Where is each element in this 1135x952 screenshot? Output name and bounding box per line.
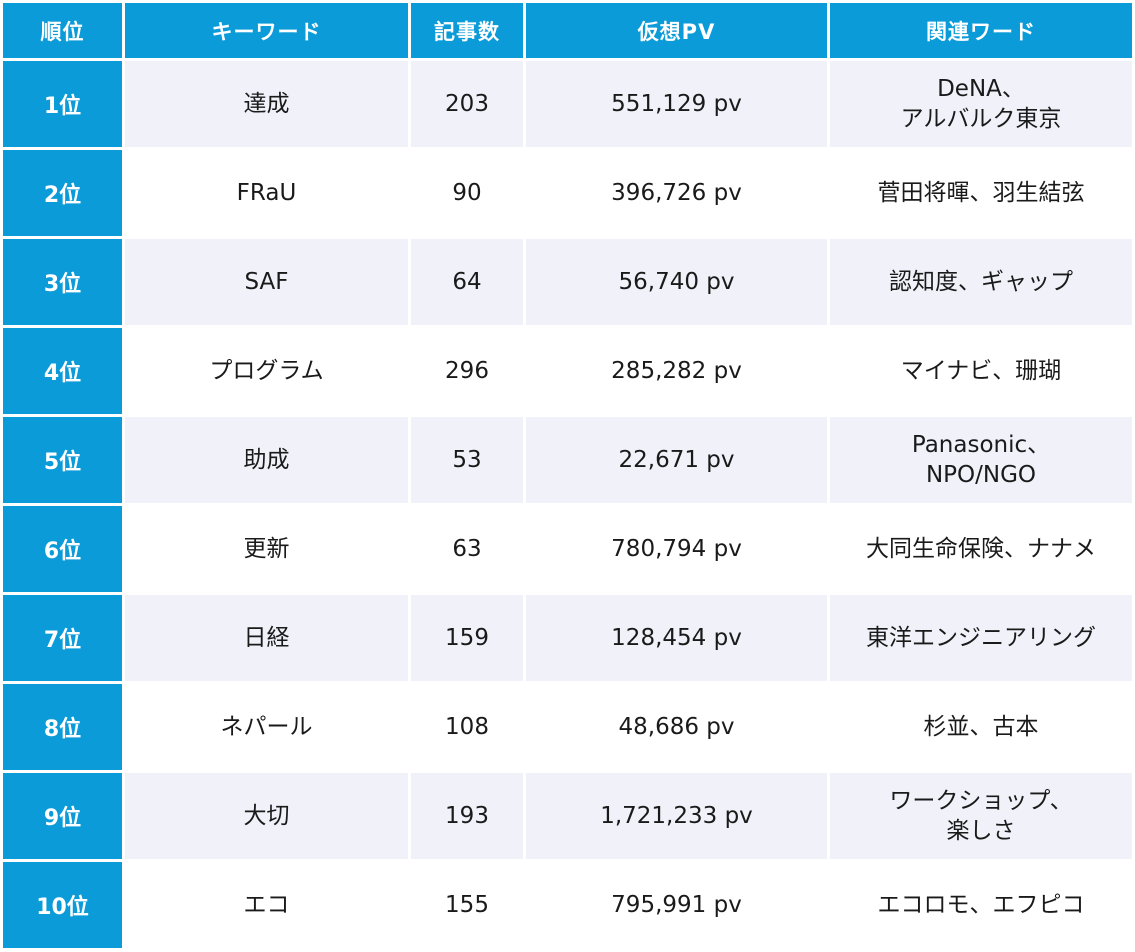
keyword-cell: 日経 (125, 595, 408, 681)
rank-cell: 9位 (3, 773, 122, 859)
keyword-cell: エコ (125, 862, 408, 948)
rank-cell: 10位 (3, 862, 122, 948)
pv-cell: 780,794 pv (526, 506, 827, 592)
rank-cell: 7位 (3, 595, 122, 681)
related-words-line: マイナビ、珊瑚 (900, 358, 1062, 384)
article-count-cell: 108 (411, 684, 523, 770)
pv-cell: 56,740 pv (526, 239, 827, 325)
related-words-cell: ワークショップ、 楽しさ (830, 773, 1132, 859)
article-count-cell: 64 (411, 239, 523, 325)
article-count-cell: 90 (411, 150, 523, 236)
related-words-line: ワークショップ、 (889, 788, 1073, 814)
rank-cell: 5位 (3, 417, 122, 503)
related-words-cell: 大同生命保険、ナナメ (830, 506, 1132, 592)
keyword-cell: 更新 (125, 506, 408, 592)
table-row: 3位 SAF 64 56,740 pv 認知度、ギャップ (3, 239, 1132, 325)
table-row: 9位 大切 193 1,721,233 pv ワークショップ、 楽しさ (3, 773, 1132, 859)
pv-cell: 22,671 pv (526, 417, 827, 503)
table-row: 6位 更新 63 780,794 pv 大同生命保険、ナナメ (3, 506, 1132, 592)
article-count-cell: 193 (411, 773, 523, 859)
article-count-cell: 63 (411, 506, 523, 592)
related-words-line: Panasonic、 (911, 432, 1051, 458)
column-header-rank: 順位 (3, 3, 122, 58)
related-words-cell: エコロモ、エフピコ (830, 862, 1132, 948)
table-row: 1位 達成 203 551,129 pv DeNA、 アルバルク東京 (3, 61, 1132, 147)
column-header-articles: 記事数 (411, 3, 523, 58)
related-words-cell: 東洋エンジニアリング (830, 595, 1132, 681)
pv-cell: 795,991 pv (526, 862, 827, 948)
column-header-pv: 仮想PV (526, 3, 827, 58)
keyword-cell: 大切 (125, 773, 408, 859)
article-count-cell: 159 (411, 595, 523, 681)
related-words-line: 大同生命保険、ナナメ (866, 536, 1096, 562)
rank-cell: 1位 (3, 61, 122, 147)
pv-cell: 551,129 pv (526, 61, 827, 147)
related-words-line: 認知度、ギャップ (889, 269, 1073, 295)
rank-cell: 2位 (3, 150, 122, 236)
rank-cell: 3位 (3, 239, 122, 325)
related-words-line: 楽しさ (946, 818, 1016, 844)
related-words-line: アルバルク東京 (900, 106, 1062, 132)
table-row: 8位 ネパール 108 48,686 pv 杉並、古本 (3, 684, 1132, 770)
related-words-cell: マイナビ、珊瑚 (830, 328, 1132, 414)
table-row: 2位 FRaU 90 396,726 pv 菅田将暉、羽生結弦 (3, 150, 1132, 236)
rank-cell: 8位 (3, 684, 122, 770)
pv-cell: 48,686 pv (526, 684, 827, 770)
related-words-cell: 認知度、ギャップ (830, 239, 1132, 325)
related-words-cell: Panasonic、 NPO/NGO (830, 417, 1132, 503)
table-body: 1位 達成 203 551,129 pv DeNA、 アルバルク東京 2位 FRaU 90 396… (3, 61, 1132, 948)
table-row: 4位 プログラム 296 285,282 pv マイナビ、珊瑚 (3, 328, 1132, 414)
pv-cell: 1,721,233 pv (526, 773, 827, 859)
keyword-cell: SAF (125, 239, 408, 325)
keyword-cell: 達成 (125, 61, 408, 147)
article-count-cell: 203 (411, 61, 523, 147)
table-row: 10位 エコ 155 795,991 pv エコロモ、エフピコ (3, 862, 1132, 948)
keyword-cell: FRaU (125, 150, 408, 236)
related-words-cell: DeNA、アルバルク東京 (830, 61, 1132, 147)
related-words-line: DeNA、 (937, 76, 1025, 102)
rank-cell: 6位 (3, 506, 122, 592)
related-words-line: NPO/NGO (925, 462, 1037, 488)
table-header-row: 順位 キーワード 記事数 仮想PV 関連ワード (3, 3, 1132, 58)
article-count-cell: 296 (411, 328, 523, 414)
article-count-cell: 155 (411, 862, 523, 948)
related-words-cell: 杉並、古本 (830, 684, 1132, 770)
pv-cell: 128,454 pv (526, 595, 827, 681)
related-words-cell: 菅田将暉、羽生結弦 (830, 150, 1132, 236)
related-words-line: 東洋エンジニアリング (866, 625, 1096, 651)
table-row: 5位 助成 53 22,671 pv Panasonic、 NPO/NGO (3, 417, 1132, 503)
rank-cell: 4位 (3, 328, 122, 414)
keyword-cell: ネパール (125, 684, 408, 770)
related-words-line: 杉並、古本 (923, 714, 1039, 740)
keyword-cell: 助成 (125, 417, 408, 503)
keyword-cell: プログラム (125, 328, 408, 414)
pv-cell: 396,726 pv (526, 150, 827, 236)
column-header-keyword: キーワード (125, 3, 408, 58)
pv-cell: 285,282 pv (526, 328, 827, 414)
table-row: 7位 日経 159 128,454 pv 東洋エンジニアリング (3, 595, 1132, 681)
column-header-related: 関連ワード (830, 3, 1132, 58)
related-words-line: 菅田将暉、羽生結弦 (877, 180, 1085, 206)
article-count-cell: 53 (411, 417, 523, 503)
related-words-line: エコロモ、エフピコ (877, 892, 1085, 918)
